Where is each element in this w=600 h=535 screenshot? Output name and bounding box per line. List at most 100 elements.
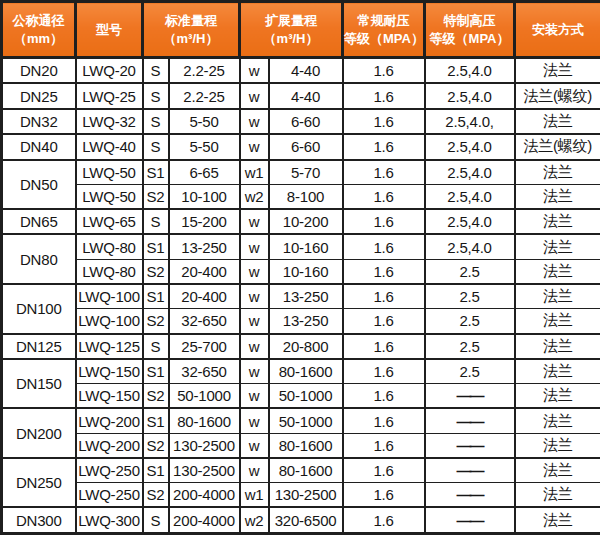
cell-model: LWQ-100	[76, 284, 143, 309]
header-line: （m³/H）	[144, 30, 238, 48]
cell-ext-mark: w	[240, 334, 269, 359]
cell-std-range: 10-100	[169, 184, 240, 209]
column-header-standard-range: 标准量程（m³/H）	[143, 2, 240, 58]
cell-install: 法兰	[515, 309, 600, 334]
cell-pressure: 1.6	[343, 334, 425, 359]
cell-diameter: DN50	[2, 160, 76, 210]
cell-model: LWQ-200	[76, 433, 143, 458]
cell-ext-mark: w	[240, 359, 269, 384]
cell-pressure: 1.6	[343, 284, 425, 309]
cell-std-mark: S2	[143, 483, 169, 508]
table-row: DN80LWQ-80S113-250w10-1601.62.5,4.0法兰	[2, 234, 600, 259]
cell-ext-range: 50-1000	[269, 408, 343, 433]
cell-model: LWQ-300	[76, 507, 143, 533]
cell-std-mark: S2	[143, 184, 169, 209]
cell-std-range: 15-200	[169, 209, 240, 234]
column-header-diameter: 公称通径（mm）	[2, 2, 76, 58]
header-line: （m³/H）	[241, 30, 341, 48]
cell-install: 法兰(螺纹)	[515, 134, 600, 159]
cell-std-range: 80-1600	[169, 408, 240, 433]
cell-ext-mark: w	[240, 209, 269, 234]
cell-std-mark: S	[143, 109, 169, 134]
cell-std-mark: S1	[143, 359, 169, 384]
cell-std-mark: S2	[143, 433, 169, 458]
table-row: DN25LWQ-25S2.2-25w4-401.62.5,4.0法兰(螺纹)	[2, 83, 600, 108]
cell-ext-mark: w	[240, 234, 269, 259]
table-row: DN65LWQ-65S15-200w10-2001.62.5,4.0法兰	[2, 209, 600, 234]
cell-pressure: 1.6	[343, 384, 425, 409]
cell-high-pressure: 2.5	[425, 334, 515, 359]
cell-ext-mark: w1	[240, 483, 269, 508]
cell-install: 法兰	[515, 58, 600, 84]
cell-high-pressure: 2.5	[425, 359, 515, 384]
cell-std-range: 13-250	[169, 234, 240, 259]
cell-high-pressure: 2.5,4.0	[425, 134, 515, 159]
cell-high-pressure: 2.5	[425, 309, 515, 334]
cell-pressure: 1.6	[343, 408, 425, 433]
cell-std-mark: S1	[143, 458, 169, 483]
header-line: 扩展量程	[241, 12, 341, 30]
cell-high-pressure: ——	[425, 458, 515, 483]
cell-model: LWQ-250	[76, 458, 143, 483]
header-line: 安装方式	[516, 21, 600, 39]
column-header-installation: 安装方式	[515, 2, 600, 58]
cell-model: LWQ-100	[76, 309, 143, 334]
table-header: 公称通径（mm）型号标准量程（m³/H）扩展量程（m³/H）常规耐压等级（MPA…	[2, 2, 600, 58]
cell-install: 法兰	[515, 507, 600, 533]
table-row: DN32LWQ-32S5-50w6-601.62.5,4.0,法兰	[2, 109, 600, 134]
cell-std-range: 130-2500	[169, 433, 240, 458]
cell-pressure: 1.6	[343, 433, 425, 458]
cell-diameter: DN40	[2, 134, 76, 159]
cell-install: 法兰	[515, 160, 600, 185]
cell-ext-range: 50-1000	[269, 384, 343, 409]
cell-ext-mark: w2	[240, 184, 269, 209]
header-line: 型号	[77, 21, 141, 39]
cell-std-mark: S	[143, 83, 169, 108]
header-line: 等级（MPA）	[344, 30, 423, 48]
cell-std-range: 200-4000	[169, 507, 240, 533]
cell-std-range: 20-400	[169, 259, 240, 284]
header-line: 特制高压	[426, 12, 513, 30]
cell-ext-range: 10-160	[269, 234, 343, 259]
header-line: 等级（MPA）	[426, 30, 513, 48]
cell-std-range: 6-65	[169, 160, 240, 185]
cell-ext-range: 6-60	[269, 134, 343, 159]
cell-diameter: DN300	[2, 507, 76, 533]
cell-high-pressure: ——	[425, 483, 515, 508]
cell-high-pressure: 2.5,4.0	[425, 234, 515, 259]
cell-std-range: 50-1000	[169, 384, 240, 409]
cell-std-mark: S2	[143, 309, 169, 334]
cell-model: LWQ-32	[76, 109, 143, 134]
cell-pressure: 1.6	[343, 359, 425, 384]
cell-ext-range: 130-2500	[269, 483, 343, 508]
cell-high-pressure: 2.5	[425, 259, 515, 284]
cell-high-pressure: 2.5,4.0	[425, 58, 515, 84]
cell-high-pressure: ——	[425, 507, 515, 533]
cell-pressure: 1.6	[343, 58, 425, 84]
cell-install: 法兰(螺纹)	[515, 83, 600, 108]
cell-install: 法兰	[515, 209, 600, 234]
table-body: DN20LWQ-20S2.2-25w4-401.62.5,4.0法兰DN25LW…	[2, 58, 600, 534]
cell-model: LWQ-80	[76, 259, 143, 284]
cell-ext-range: 80-1600	[269, 359, 343, 384]
cell-std-mark: S	[143, 507, 169, 533]
cell-pressure: 1.6	[343, 209, 425, 234]
cell-std-mark: S1	[143, 160, 169, 185]
cell-ext-mark: w	[240, 83, 269, 108]
cell-diameter: DN100	[2, 284, 76, 334]
cell-ext-range: 13-250	[269, 309, 343, 334]
cell-std-range: 32-650	[169, 359, 240, 384]
cell-ext-mark: w	[240, 284, 269, 309]
cell-pressure: 1.6	[343, 83, 425, 108]
cell-high-pressure: 2.5,4.0,	[425, 109, 515, 134]
table-row: LWQ-80S220-400w10-1601.62.5法兰	[2, 259, 600, 284]
cell-diameter: DN25	[2, 83, 76, 108]
cell-ext-range: 8-100	[269, 184, 343, 209]
cell-install: 法兰	[515, 184, 600, 209]
cell-ext-mark: w2	[240, 507, 269, 533]
cell-ext-range: 6-60	[269, 109, 343, 134]
table-row: DN250LWQ-250S1130-2500w80-16001.6——法兰	[2, 458, 600, 483]
table-row: LWQ-200S2130-2500w80-16001.6——法兰	[2, 433, 600, 458]
cell-model: LWQ-20	[76, 58, 143, 84]
cell-std-mark: S1	[143, 234, 169, 259]
